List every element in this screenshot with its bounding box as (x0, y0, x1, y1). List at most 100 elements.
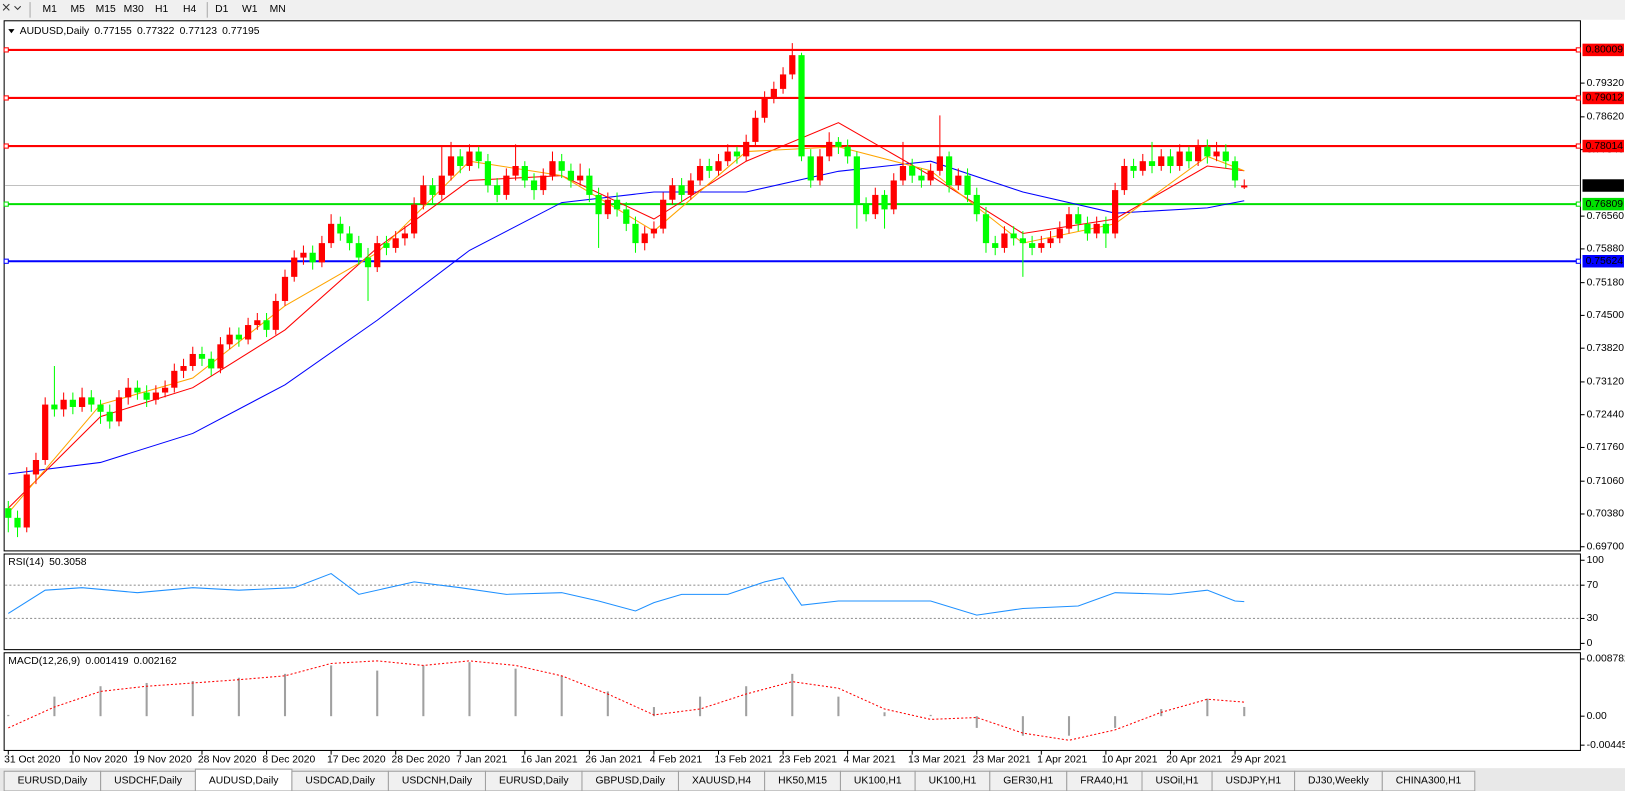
signal-line (8, 660, 1245, 741)
candle-body (1241, 185, 1248, 188)
candle-body (945, 156, 953, 186)
candle-body (687, 180, 694, 195)
candle-body (696, 166, 704, 181)
tab-label[interactable]: CHINA300,H1 (1396, 775, 1462, 786)
candle-body (899, 166, 907, 181)
candle-body (88, 397, 95, 405)
tab-label[interactable]: DJ30,Weekly (1308, 775, 1370, 786)
candle-body (973, 194, 980, 215)
timeframe-button[interactable]: M5 (71, 4, 86, 15)
candle-body (992, 243, 999, 248)
x-tick-label: 26 Jan 2021 (585, 755, 642, 766)
indicator-header: RSI(14) (8, 557, 44, 568)
candle-body (383, 243, 390, 248)
tab-label[interactable]: USDCAD,Daily (305, 775, 375, 786)
candle-body (641, 233, 648, 244)
tab-label[interactable]: GER30,H1 (1003, 775, 1053, 786)
indicator-header: MACD(12,26,9) (8, 656, 80, 667)
level-price-label: 0.79012 (1586, 93, 1624, 104)
candle-body (263, 320, 270, 330)
candle-body (586, 175, 593, 195)
timeframe-button[interactable]: D1 (215, 4, 228, 15)
tab-label[interactable]: FRA40,H1 (1080, 775, 1129, 786)
y-tick-label: 0.74500 (1587, 310, 1625, 321)
candle-body (577, 175, 584, 181)
x-tick-label: 23 Feb 2021 (779, 755, 837, 766)
tab-label[interactable]: EURUSD,Daily (18, 775, 88, 786)
level-marker (1575, 47, 1581, 53)
candle-body (733, 151, 741, 157)
tab-label[interactable]: XAUUSD,H4 (692, 775, 751, 786)
timeframe-button[interactable]: M15 (96, 4, 116, 15)
candle-body (1167, 156, 1174, 167)
y-tick-label: 100 (1587, 555, 1604, 566)
candle-body (494, 185, 501, 195)
tab-label[interactable]: AUDUSD,Daily (209, 775, 279, 786)
candle-body (807, 156, 814, 181)
x-tick-label: 16 Jan 2021 (521, 755, 578, 766)
candle-body (1130, 166, 1137, 171)
x-tick-label: 10 Nov 2020 (69, 755, 128, 766)
candle-body (1075, 214, 1082, 224)
chart-header: 0.77195 (222, 26, 260, 37)
candle-body (1102, 223, 1110, 234)
tab-label[interactable]: GBPUSD,Daily (595, 775, 665, 786)
tab-label[interactable]: USDJPY,H1 (1226, 775, 1282, 786)
moving-average (7, 146, 1245, 514)
tab-label[interactable]: UK100,H1 (854, 775, 902, 786)
tab-label[interactable]: USOil,H1 (1155, 775, 1198, 786)
candle-body (134, 387, 141, 393)
tab-label[interactable]: HK50,M15 (778, 775, 827, 786)
candle-body (558, 161, 565, 171)
level-marker (3, 143, 9, 149)
candle-body (420, 185, 427, 205)
candle-body (761, 98, 768, 118)
timeframe-button[interactable]: H1 (155, 4, 168, 15)
level-price-label: 0.80009 (1586, 45, 1624, 56)
y-tick-label: 30 (1587, 613, 1599, 624)
timeframe-button[interactable]: H4 (183, 4, 196, 15)
tab-label[interactable]: USDCNH,Daily (402, 775, 473, 786)
timeframe-button[interactable]: M30 (124, 4, 144, 15)
x-tick-label: 28 Nov 2020 (198, 755, 257, 766)
rsi-panel (3, 553, 1581, 651)
timeframe-button[interactable]: M1 (43, 4, 58, 15)
toolbar (0, 0, 1625, 20)
candle-body (337, 223, 344, 234)
timeframe-button[interactable]: W1 (242, 4, 258, 15)
candle-body (161, 387, 169, 393)
candle-body (235, 334, 242, 340)
tab-label[interactable]: USDCHF,Daily (114, 775, 183, 786)
level-marker (1575, 95, 1581, 101)
tab-label[interactable]: EURUSD,Daily (499, 775, 569, 786)
candle-body (254, 320, 261, 326)
candle-body (1231, 161, 1239, 181)
tab-label[interactable]: UK100,H1 (929, 775, 977, 786)
candle-body (392, 238, 399, 248)
candle-body (78, 397, 86, 407)
candle-body (613, 199, 621, 210)
x-tick-label: 31 Oct 2020 (4, 755, 61, 766)
y-tick-label: 0.78620 (1587, 112, 1625, 123)
candle-body (484, 161, 492, 186)
candle-body (909, 166, 916, 176)
candle-body (180, 366, 187, 371)
tab[interactable] (1381, 770, 1476, 791)
x-tick-label: 1 Apr 2021 (1037, 755, 1087, 766)
level-marker (3, 258, 9, 264)
level-marker (1575, 201, 1581, 207)
timeframe-button[interactable]: MN (270, 4, 286, 15)
toolbar-icon (2, 3, 22, 11)
candle-body (272, 300, 279, 330)
candle-body (844, 146, 851, 157)
candle-body (835, 141, 842, 147)
candle-body (1065, 214, 1073, 229)
candle-body (171, 370, 178, 388)
candle-body (927, 170, 934, 181)
candle-body (881, 194, 888, 210)
candle-body (1038, 243, 1045, 248)
x-tick-label: 20 Apr 2021 (1166, 755, 1222, 766)
candle-body (318, 243, 325, 263)
candle-body (595, 194, 602, 215)
